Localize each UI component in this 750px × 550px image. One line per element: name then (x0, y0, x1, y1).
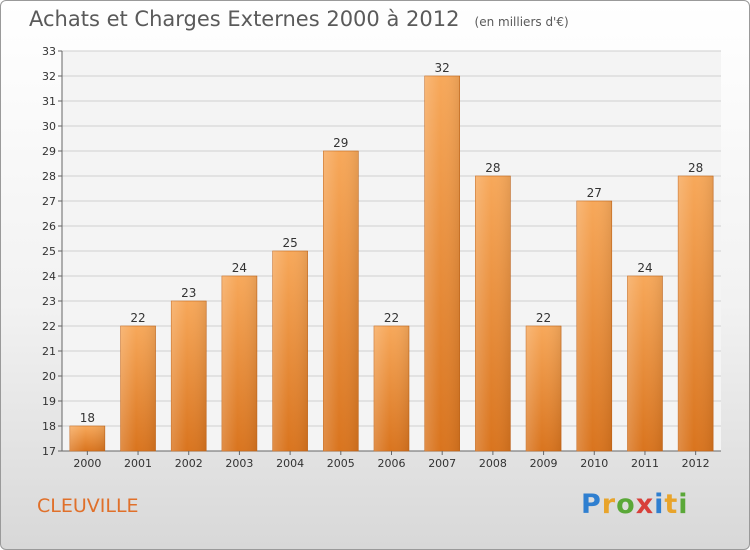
y-tick-label: 18 (42, 420, 56, 433)
value-label-2010: 27 (587, 186, 602, 200)
x-tick-label-2002: 2002 (175, 457, 203, 470)
y-tick-label: 19 (42, 395, 56, 408)
y-tick-label: 25 (42, 245, 56, 258)
proxiti-logo: Proxiti (581, 489, 689, 520)
bar-shine-2001 (120, 326, 156, 451)
bar-shine-2003 (221, 276, 257, 451)
value-label-2001: 22 (130, 311, 145, 325)
y-tick-label: 33 (42, 45, 56, 58)
x-tick-label-2010: 2010 (580, 457, 608, 470)
y-tick-label: 22 (42, 320, 56, 333)
y-tick-label: 20 (42, 370, 56, 383)
bar-shine-2010 (576, 201, 612, 451)
title-main: Achats et Charges Externes 2000 à 2012 (29, 7, 460, 31)
value-label-2009: 22 (536, 311, 551, 325)
bar-shine-2012 (678, 176, 714, 451)
value-label-2005: 29 (333, 136, 348, 150)
plot-area: 17 18 19 20 21 22 23 24 25 26 27 28 29 30 31 32 33 18 2000… (42, 45, 721, 470)
x-tick-label-2011: 2011 (631, 457, 659, 470)
bar-shine-2008 (475, 176, 511, 451)
x-tick-label-2007: 2007 (428, 457, 456, 470)
bar-shine-2009 (526, 326, 562, 451)
logo-letter: i (678, 489, 689, 520)
bar-shine-2005 (323, 151, 359, 451)
y-tick-label: 28 (42, 170, 56, 183)
value-label-2002: 23 (181, 286, 196, 300)
x-tick-label-2001: 2001 (124, 457, 152, 470)
y-tick-label: 21 (42, 345, 56, 358)
chart-title: Achats et Charges Externes 2000 à 2012 (… (29, 7, 569, 31)
bar-shine-2002 (171, 301, 207, 451)
x-tick-label-2004: 2004 (276, 457, 304, 470)
value-label-2008: 28 (485, 161, 500, 175)
x-tick-label-2009: 2009 (530, 457, 558, 470)
logo-letter: o (616, 489, 636, 520)
city-name: CLEUVILLE (37, 495, 139, 517)
logo-letter: t (664, 489, 679, 520)
logo-letter: x (635, 489, 655, 520)
value-label-2012: 28 (688, 161, 703, 175)
y-tick-label: 26 (42, 220, 56, 233)
value-label-2007: 32 (435, 61, 450, 75)
x-tick-label-2005: 2005 (327, 457, 355, 470)
title-unit: (en milliers d'€) (474, 15, 569, 29)
x-tick-label-2000: 2000 (73, 457, 101, 470)
bar-shine-2000 (69, 426, 105, 451)
y-tick-label: 24 (42, 270, 56, 283)
value-label-2011: 24 (637, 261, 652, 275)
value-label-2000: 18 (80, 411, 95, 425)
logo-letter: r (601, 489, 617, 520)
bar-shine-2004 (272, 251, 308, 451)
bar-shine-2011 (627, 276, 663, 451)
x-tick-label-2008: 2008 (479, 457, 507, 470)
y-tick-label: 17 (42, 445, 56, 458)
value-label-2004: 25 (282, 236, 297, 250)
x-tick-label-2006: 2006 (378, 457, 406, 470)
x-tick-label-2012: 2012 (682, 457, 710, 470)
y-tick-label: 29 (42, 145, 56, 158)
x-tick-label-2003: 2003 (225, 457, 253, 470)
logo-letter: i (654, 489, 665, 520)
y-tick-label: 23 (42, 295, 56, 308)
y-tick-label: 27 (42, 195, 56, 208)
y-tick-label: 32 (42, 70, 56, 83)
bar-shine-2007 (424, 76, 460, 451)
y-tick-label: 30 (42, 120, 56, 133)
logo-letter: P (581, 489, 602, 520)
value-label-2006: 22 (384, 311, 399, 325)
y-tick-label: 31 (42, 95, 56, 108)
bar-shine-2006 (374, 326, 409, 451)
value-label-2003: 24 (232, 261, 247, 275)
